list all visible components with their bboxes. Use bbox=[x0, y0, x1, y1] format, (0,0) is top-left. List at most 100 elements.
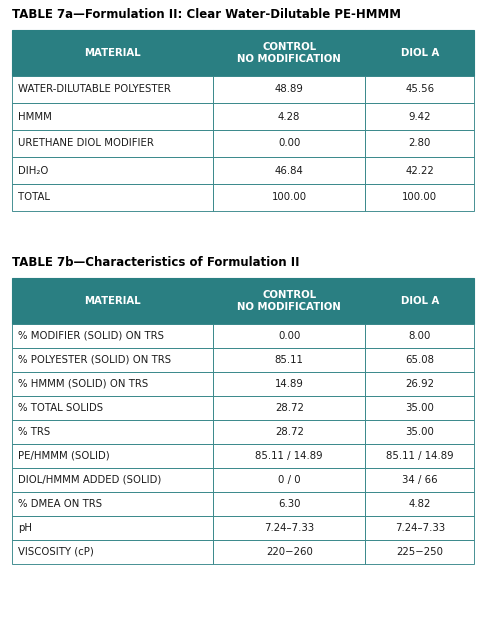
Text: % HMMM (SOLID) ON TRS: % HMMM (SOLID) ON TRS bbox=[18, 379, 148, 389]
Text: 28.72: 28.72 bbox=[275, 403, 304, 413]
Bar bbox=[365, 468, 474, 492]
Text: 46.84: 46.84 bbox=[275, 166, 304, 176]
Text: 42.22: 42.22 bbox=[405, 166, 434, 176]
Bar bbox=[213, 372, 365, 396]
Text: 26.92: 26.92 bbox=[405, 379, 434, 389]
Text: 0.00: 0.00 bbox=[278, 138, 300, 148]
Bar bbox=[365, 324, 474, 348]
Text: PE/HMMM (SOLID): PE/HMMM (SOLID) bbox=[18, 451, 110, 461]
Bar bbox=[365, 157, 474, 184]
Text: MATERIAL: MATERIAL bbox=[84, 296, 141, 306]
Text: URETHANE DIOL MODIFIER: URETHANE DIOL MODIFIER bbox=[18, 138, 154, 148]
Text: 225−250: 225−250 bbox=[396, 547, 443, 557]
Bar bbox=[365, 516, 474, 540]
Bar bbox=[213, 492, 365, 516]
Bar bbox=[12, 348, 213, 372]
Bar bbox=[213, 348, 365, 372]
Bar bbox=[12, 516, 213, 540]
Text: 35.00: 35.00 bbox=[405, 403, 434, 413]
Text: 6.30: 6.30 bbox=[278, 499, 300, 509]
Text: WATER-DILUTABLE POLYESTER: WATER-DILUTABLE POLYESTER bbox=[18, 85, 171, 95]
Text: % DMEA ON TRS: % DMEA ON TRS bbox=[18, 499, 102, 509]
Text: 14.89: 14.89 bbox=[275, 379, 304, 389]
Bar bbox=[12, 396, 213, 420]
Bar bbox=[213, 324, 365, 348]
Text: MATERIAL: MATERIAL bbox=[84, 48, 141, 58]
Bar bbox=[365, 444, 474, 468]
Bar bbox=[365, 420, 474, 444]
Text: 35.00: 35.00 bbox=[405, 427, 434, 437]
Bar bbox=[213, 103, 365, 130]
Text: 0.00: 0.00 bbox=[278, 331, 300, 341]
Text: 4.82: 4.82 bbox=[409, 499, 431, 509]
Bar bbox=[12, 103, 213, 130]
Bar bbox=[12, 76, 213, 103]
Bar bbox=[365, 76, 474, 103]
Text: 4.28: 4.28 bbox=[278, 111, 300, 122]
Bar bbox=[12, 130, 213, 157]
Text: 28.72: 28.72 bbox=[275, 427, 304, 437]
Bar bbox=[213, 278, 365, 324]
Bar bbox=[12, 157, 213, 184]
Text: % TOTAL SOLIDS: % TOTAL SOLIDS bbox=[18, 403, 103, 413]
Bar bbox=[12, 184, 213, 211]
Bar bbox=[365, 130, 474, 157]
Text: % TRS: % TRS bbox=[18, 427, 50, 437]
Text: VISCOSITY (cP): VISCOSITY (cP) bbox=[18, 547, 94, 557]
Text: TABLE 7b—Characteristics of Formulation II: TABLE 7b—Characteristics of Formulation … bbox=[12, 256, 299, 269]
Bar bbox=[365, 30, 474, 76]
Text: 34 / 66: 34 / 66 bbox=[402, 475, 437, 485]
Bar bbox=[213, 468, 365, 492]
Bar bbox=[12, 372, 213, 396]
Text: DIOL A: DIOL A bbox=[400, 48, 439, 58]
Text: 2.80: 2.80 bbox=[409, 138, 431, 148]
Bar bbox=[12, 278, 213, 324]
Bar bbox=[213, 184, 365, 211]
Text: 7.24–7.33: 7.24–7.33 bbox=[395, 523, 445, 533]
Text: CONTROL
NO MODIFICATION: CONTROL NO MODIFICATION bbox=[237, 290, 341, 312]
Bar bbox=[365, 348, 474, 372]
Bar bbox=[12, 324, 213, 348]
Bar bbox=[12, 420, 213, 444]
Text: 8.00: 8.00 bbox=[409, 331, 431, 341]
Bar bbox=[12, 444, 213, 468]
Text: 45.56: 45.56 bbox=[405, 85, 434, 95]
Text: 85.11 / 14.89: 85.11 / 14.89 bbox=[255, 451, 323, 461]
Text: 100.00: 100.00 bbox=[402, 192, 437, 203]
Text: CONTROL
NO MODIFICATION: CONTROL NO MODIFICATION bbox=[237, 42, 341, 64]
Text: 65.08: 65.08 bbox=[405, 355, 434, 365]
Bar bbox=[365, 103, 474, 130]
Text: 85.11: 85.11 bbox=[275, 355, 304, 365]
Text: pH: pH bbox=[18, 523, 32, 533]
Text: 220−260: 220−260 bbox=[266, 547, 312, 557]
Text: 100.00: 100.00 bbox=[272, 192, 307, 203]
Text: % MODIFIER (SOLID) ON TRS: % MODIFIER (SOLID) ON TRS bbox=[18, 331, 164, 341]
Text: 85.11 / 14.89: 85.11 / 14.89 bbox=[386, 451, 453, 461]
Bar bbox=[213, 420, 365, 444]
Bar bbox=[365, 396, 474, 420]
Text: % POLYESTER (SOLID) ON TRS: % POLYESTER (SOLID) ON TRS bbox=[18, 355, 171, 365]
Text: 48.89: 48.89 bbox=[275, 85, 304, 95]
Bar bbox=[365, 278, 474, 324]
Bar bbox=[213, 76, 365, 103]
Bar bbox=[365, 492, 474, 516]
Bar bbox=[12, 468, 213, 492]
Bar bbox=[213, 157, 365, 184]
Text: TOTAL: TOTAL bbox=[18, 192, 50, 203]
Text: HMMM: HMMM bbox=[18, 111, 52, 122]
Text: 9.42: 9.42 bbox=[408, 111, 431, 122]
Bar bbox=[365, 184, 474, 211]
Bar bbox=[12, 540, 213, 564]
Bar bbox=[213, 30, 365, 76]
Bar bbox=[365, 372, 474, 396]
Text: TABLE 7a—Formulation II: Clear Water-Dilutable PE-HMMM: TABLE 7a—Formulation II: Clear Water-Dil… bbox=[12, 8, 401, 21]
Bar bbox=[365, 540, 474, 564]
Bar bbox=[213, 444, 365, 468]
Text: DIOL/HMMM ADDED (SOLID): DIOL/HMMM ADDED (SOLID) bbox=[18, 475, 161, 485]
Bar bbox=[213, 516, 365, 540]
Bar bbox=[213, 540, 365, 564]
Text: DIH₂O: DIH₂O bbox=[18, 166, 49, 176]
Bar bbox=[213, 130, 365, 157]
Bar bbox=[12, 30, 213, 76]
Text: DIOL A: DIOL A bbox=[400, 296, 439, 306]
